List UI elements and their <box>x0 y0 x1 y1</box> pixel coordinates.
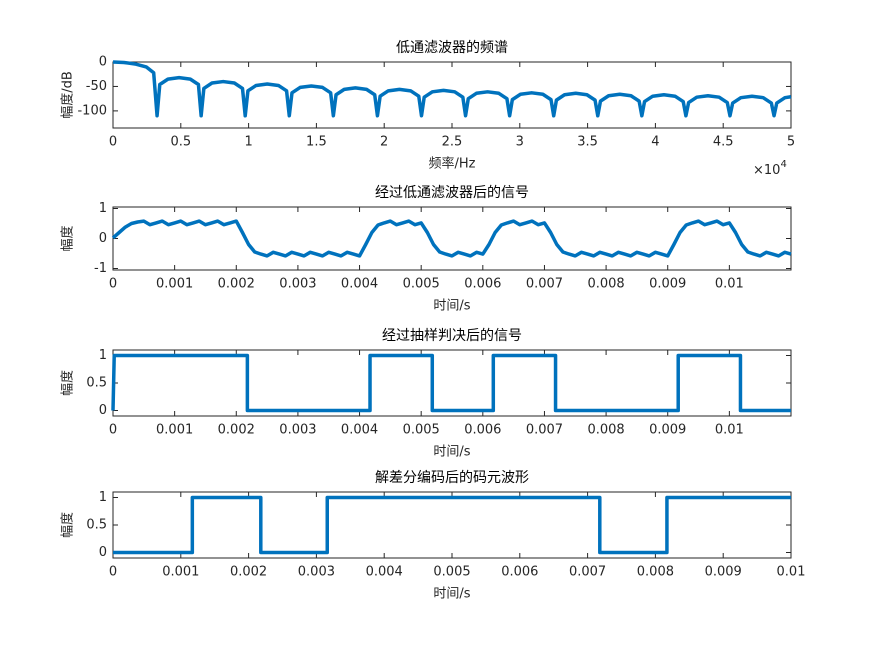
x-tick-label: 0.003 <box>298 565 335 580</box>
y-axis-label: 幅度/dB <box>60 71 76 119</box>
x-tick-label: 0.003 <box>279 423 316 438</box>
x-tick-label: 0.002 <box>218 277 255 292</box>
chart-title: 解差分编码后的码元波形 <box>375 470 529 486</box>
y-tick-label: 1 <box>99 201 107 216</box>
x-tick-label: 0.005 <box>433 565 470 580</box>
y-axis-label: 幅度 <box>60 512 76 538</box>
x-axis-label: 时间/s <box>433 299 470 314</box>
x-exponent-base: ×10 <box>753 163 780 178</box>
x-tick-label: 0.004 <box>366 565 403 580</box>
x-tick-label: 0.001 <box>162 565 199 580</box>
x-tick-label: 0.008 <box>637 565 674 580</box>
x-tick-label: 0.01 <box>715 423 744 438</box>
x-tick-label: 0.01 <box>715 277 744 292</box>
x-axis-label: 时间/s <box>433 587 470 602</box>
y-tick-label: 0.5 <box>86 376 107 391</box>
x-tick-label: 0 <box>109 565 117 580</box>
x-tick-label: 0.007 <box>526 423 563 438</box>
x-tick-label: 1.5 <box>306 135 327 150</box>
y-tick-label: 0 <box>99 231 107 246</box>
x-tick-label: 0 <box>109 135 117 150</box>
x-tick-label: 0.008 <box>587 423 624 438</box>
x-tick-label: 5 <box>787 135 795 150</box>
x-tick-label: 0.007 <box>569 565 606 580</box>
x-exponent-power: 4 <box>780 159 786 170</box>
x-tick-label: 0.005 <box>403 277 440 292</box>
chart-title: 经过低通滤波器后的信号 <box>375 185 529 201</box>
x-tick-label: 0.006 <box>464 423 501 438</box>
x-axis-label: 频率/Hz <box>429 156 476 172</box>
x-tick-label: 0.002 <box>230 565 267 580</box>
x-tick-label: 0.005 <box>403 423 440 438</box>
x-tick-label: 3.5 <box>577 135 598 150</box>
x-tick-label: 0.003 <box>279 277 316 292</box>
x-tick-label: 0 <box>109 277 117 292</box>
y-tick-label: 1 <box>99 348 107 363</box>
x-tick-label: 0.004 <box>341 277 378 292</box>
x-tick-label: 0.009 <box>705 565 742 580</box>
data-line <box>111 219 792 258</box>
x-tick-label: 2 <box>380 135 388 150</box>
x-tick-label: 0.007 <box>526 277 563 292</box>
x-tick-label: 4 <box>651 135 659 150</box>
y-tick-label: 1 <box>99 490 107 505</box>
y-tick-label: -1 <box>94 261 107 276</box>
x-tick-label: 0.5 <box>170 135 191 150</box>
x-tick-label: 1 <box>244 135 252 150</box>
x-tick-label: 0.006 <box>501 565 538 580</box>
x-tick-label: 2.5 <box>442 135 463 150</box>
x-tick-label: 0.004 <box>341 423 378 438</box>
data-line <box>111 353 791 413</box>
x-axis-label: 时间/s <box>433 445 470 460</box>
x-tick-label: 0.008 <box>587 277 624 292</box>
y-tick-label: -100 <box>77 103 107 118</box>
x-tick-label: 0.002 <box>218 423 255 438</box>
y-tick-label: 0 <box>99 55 107 70</box>
x-tick-label: 0.001 <box>156 423 193 438</box>
data-line <box>112 60 792 118</box>
x-tick-label: 4.5 <box>713 135 734 150</box>
x-tick-label: 0.009 <box>649 423 686 438</box>
axes-box <box>112 491 792 559</box>
chart-title: 低通滤波器的频谱 <box>396 40 508 56</box>
x-tick-label: 0.01 <box>777 565 806 580</box>
y-tick-label: 0.5 <box>86 518 107 533</box>
chart-title: 经过抽样判决后的信号 <box>382 328 522 344</box>
x-tick-label: 0.006 <box>464 277 501 292</box>
x-tick-label: 0.009 <box>649 277 686 292</box>
data-line <box>113 495 791 555</box>
y-tick-label: 0 <box>99 403 107 418</box>
x-exponent: ×104 <box>753 159 787 178</box>
y-tick-label: 0 <box>99 545 107 560</box>
y-axis-label: 幅度 <box>60 370 76 396</box>
y-axis-label: 幅度 <box>60 225 76 251</box>
axes-box <box>112 206 792 271</box>
axes-box <box>112 349 792 417</box>
x-tick-label: 0 <box>109 423 117 438</box>
axes-box <box>112 61 792 129</box>
y-tick-label: -50 <box>86 79 107 94</box>
x-tick-label: 0.001 <box>156 277 193 292</box>
x-tick-label: 3 <box>516 135 524 150</box>
